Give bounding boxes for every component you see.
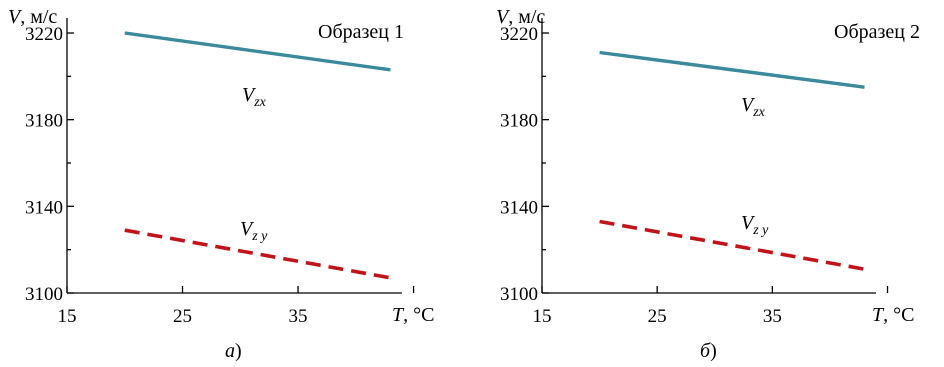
chart-title: Образец 2 <box>834 21 920 43</box>
y-tick-label: 3140 <box>25 197 63 218</box>
series-line-vzy <box>599 219 865 271</box>
y-axis-label: V, м/с <box>8 6 57 28</box>
panel-label: б) <box>700 340 717 362</box>
chart-panel-1: 3100 3140 3180 3220 15 25 35 V, м/с T, °С Образец… <box>8 6 434 362</box>
y-tick-label: 3140 <box>500 197 538 218</box>
y-tick-label: 3180 <box>25 111 63 132</box>
x-tick-label: 35 <box>289 306 308 327</box>
y-tick-label: 3220 <box>25 24 63 45</box>
series-line-vzx <box>599 50 865 89</box>
x-axis-label: T, °С <box>392 304 434 326</box>
y-tick-label: 3100 <box>25 284 63 305</box>
y-tick-label: 3220 <box>500 24 538 45</box>
y-tick-label: 3180 <box>500 111 538 132</box>
x-tick-label: 25 <box>173 306 192 327</box>
x-axis-label: T, °С <box>872 304 914 326</box>
x-tick-label: 25 <box>648 306 667 327</box>
series-label-vzx: Vzx <box>242 84 267 110</box>
chart-title: Образец 1 <box>318 21 404 43</box>
x-tick-label: 35 <box>763 306 782 327</box>
panel-label: а) <box>225 340 242 362</box>
series-label-vzx: Vzx <box>741 94 766 120</box>
series-label-vzy: Vz y <box>741 212 769 238</box>
series-label-vzy: Vz y <box>240 218 268 244</box>
y-axis-label: V, м/с <box>496 6 545 28</box>
x-tick-label: 15 <box>533 306 552 327</box>
chart-panel-2: 3100 3140 3180 3220 15 25 35 V, м/с T, °С Образец… <box>496 6 920 362</box>
x-tick-label: 15 <box>58 306 77 327</box>
series-line-vzx <box>124 31 391 72</box>
y-tick-label: 3100 <box>500 284 538 305</box>
